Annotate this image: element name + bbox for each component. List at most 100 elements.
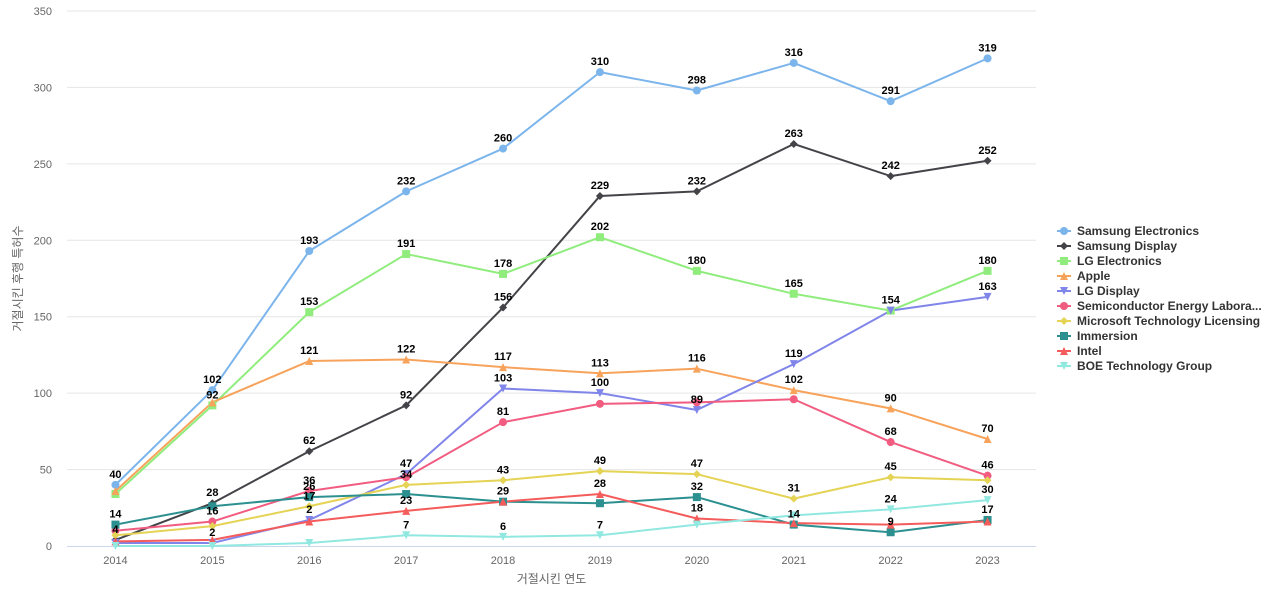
data-label: 232 <box>688 175 706 187</box>
legend-item[interactable]: LG Display <box>1057 284 1140 298</box>
data-point <box>305 447 314 456</box>
data-point <box>789 494 798 503</box>
legend-item[interactable]: Immersion <box>1057 329 1138 343</box>
data-label: 2 <box>306 504 312 516</box>
data-point <box>499 303 508 312</box>
data-point <box>886 97 895 106</box>
data-point <box>305 502 314 511</box>
data-point <box>692 398 701 407</box>
x-tick-label: 2020 <box>685 555 709 567</box>
data-point <box>983 476 992 485</box>
series-line-2 <box>114 236 988 495</box>
legend-marker <box>1060 362 1068 370</box>
data-point <box>305 493 314 502</box>
data-label: 165 <box>785 278 803 290</box>
data-label: 153 <box>300 296 318 308</box>
data-point <box>789 395 798 404</box>
data-label: 121 <box>300 345 318 357</box>
data-point <box>499 532 508 541</box>
data-label: 156 <box>494 292 512 304</box>
legend-item[interactable]: Semiconductor Energy Labora... <box>1057 299 1262 313</box>
data-point <box>886 404 895 413</box>
legend-item[interactable]: Apple <box>1057 269 1111 283</box>
x-tick-label: 2017 <box>394 555 418 567</box>
legend-item[interactable]: BOE Technology Group <box>1057 359 1212 373</box>
data-label: 47 <box>691 458 703 470</box>
data-point <box>402 473 411 482</box>
data-label: 178 <box>494 258 512 270</box>
series-line-3 <box>114 358 988 492</box>
data-label: 46 <box>981 460 993 472</box>
data-label: 14 <box>788 509 801 521</box>
data-label: 24 <box>885 493 898 505</box>
data-point <box>111 542 120 550</box>
data-label: 49 <box>594 455 606 467</box>
data-label: 68 <box>885 426 897 438</box>
legend-item[interactable]: LG Electronics <box>1057 254 1162 268</box>
legend-marker <box>1060 242 1068 250</box>
data-point <box>305 246 314 255</box>
x-axis-ticks: 2014 2015 2016 2017 2018 2019 2020 2021 2022 2023 <box>103 555 1000 567</box>
data-label: 260 <box>494 133 512 145</box>
data-point <box>402 480 411 489</box>
series-line-6 <box>115 470 988 537</box>
data-label: 100 <box>591 377 609 389</box>
series-line-9 <box>115 499 988 547</box>
data-label: 7 <box>597 519 603 531</box>
y-tick-label: 250 <box>34 159 52 171</box>
data-label: 316 <box>785 47 803 59</box>
legend-marker <box>1060 287 1068 295</box>
data-point <box>208 517 217 526</box>
data-point <box>111 480 120 489</box>
data-point <box>208 535 217 544</box>
data-point <box>983 496 992 505</box>
data-label: 28 <box>206 487 218 499</box>
data-label: 310 <box>591 56 609 68</box>
data-point <box>886 473 895 482</box>
x-tick-label: 2021 <box>782 555 806 567</box>
data-point <box>595 399 604 408</box>
data-label: 43 <box>497 464 509 476</box>
data-point <box>402 490 411 499</box>
data-point <box>692 514 701 523</box>
data-point <box>692 493 701 502</box>
legend-item[interactable]: Samsung Display <box>1057 239 1177 253</box>
data-point <box>692 187 701 196</box>
data-point <box>886 505 895 514</box>
legend-marker <box>1060 227 1068 235</box>
series-line-4 <box>115 295 988 544</box>
legend-item[interactable]: Intel <box>1057 344 1102 358</box>
y-tick-label: 150 <box>34 312 52 324</box>
data-label: 14 <box>109 509 122 521</box>
grid <box>67 10 1036 471</box>
data-point <box>208 542 217 550</box>
data-label: 6 <box>500 521 506 533</box>
data-label: 40 <box>109 469 121 481</box>
data-label: 263 <box>785 128 803 140</box>
data-point <box>305 357 314 366</box>
data-point <box>499 384 508 393</box>
data-point <box>208 502 217 511</box>
data-label: 30 <box>981 484 993 496</box>
data-point <box>692 86 701 95</box>
series-line-5 <box>115 398 988 532</box>
data-label: 191 <box>397 238 415 250</box>
data-label: 2 <box>209 527 215 539</box>
legend-label: Samsung Electronics <box>1077 224 1199 238</box>
data-point <box>692 266 701 275</box>
data-point <box>499 497 508 506</box>
legend-item[interactable]: Microsoft Technology Licensing <box>1057 314 1260 328</box>
data-label: 92 <box>206 389 218 401</box>
data-point <box>595 531 604 540</box>
legend-label: Samsung Display <box>1077 239 1177 253</box>
data-point <box>983 54 992 63</box>
data-point <box>692 364 701 373</box>
data-label: 23 <box>400 495 412 507</box>
legend-marker <box>1060 272 1068 280</box>
data-point <box>402 531 411 540</box>
data-point <box>789 289 798 298</box>
legend-item[interactable]: Samsung Electronics <box>1057 224 1199 238</box>
x-tick-label: 2016 <box>297 555 321 567</box>
